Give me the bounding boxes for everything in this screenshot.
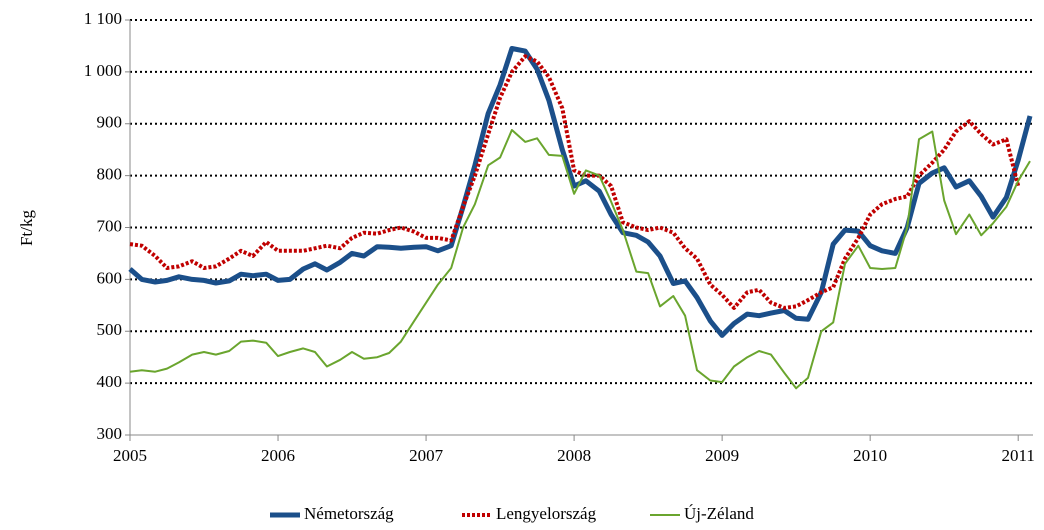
legend-label: Németország: [304, 504, 394, 523]
x-tick-label: 2005: [113, 446, 147, 465]
series-line: [128, 46, 1033, 338]
x-tick-label: 2011: [1002, 446, 1035, 465]
y-tick-label: 1 100: [84, 9, 122, 28]
legend-label: Lengyelország: [496, 504, 597, 523]
series-line: [129, 129, 1031, 390]
x-tick-label: 2009: [705, 446, 739, 465]
y-tick-label: 400: [97, 372, 123, 391]
y-tick-label: 1 000: [84, 61, 122, 80]
y-tick-label: 900: [97, 113, 123, 132]
series-line: [129, 54, 1021, 310]
x-tick-label: 2008: [557, 446, 591, 465]
x-tick-label: 2007: [409, 446, 444, 465]
legend-label: Új-Zéland: [684, 504, 754, 523]
y-tick-label: 300: [97, 424, 123, 443]
y-tick-label: 800: [97, 165, 123, 184]
y-tick-label: 600: [97, 268, 123, 287]
x-tick-label: 2006: [261, 446, 295, 465]
x-tick-label: 2010: [853, 446, 887, 465]
y-tick-label: 500: [97, 320, 123, 339]
y-tick-label: 700: [97, 216, 123, 235]
y-axis-label: Ft/kg: [17, 210, 36, 246]
